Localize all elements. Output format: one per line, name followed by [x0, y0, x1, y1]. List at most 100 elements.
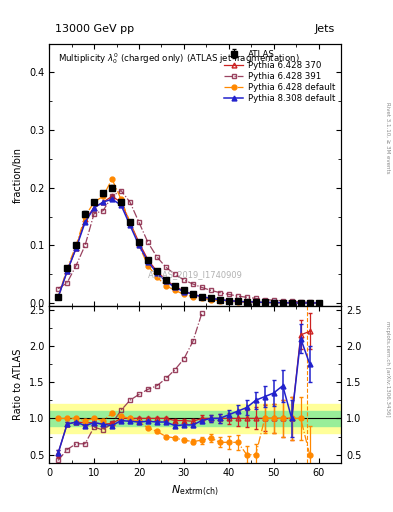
Pythia 6.428 default: [173, 287, 177, 293]
Pythia 8.308 default: [101, 199, 105, 205]
Pythia 6.428 370: [92, 205, 96, 211]
Pythia 6.428 370: [272, 300, 276, 306]
Pythia 6.428 391: [163, 264, 168, 270]
Bar: [53, 411, 62, 425]
Bar: [171, 404, 179, 433]
Pythia 8.308 default: [316, 300, 321, 306]
Bar: [62, 411, 72, 425]
Pythia 8.308 default: [226, 297, 231, 304]
Bar: [81, 404, 90, 433]
Pythia 6.428 default: [101, 193, 105, 199]
Bar: [296, 404, 305, 433]
Pythia 6.428 default: [217, 297, 222, 304]
Pythia 6.428 default: [289, 300, 294, 306]
Bar: [162, 404, 171, 433]
Bar: [269, 404, 278, 433]
Bar: [206, 411, 215, 425]
Pythia 8.308 default: [173, 284, 177, 290]
Line: Pythia 6.428 391: Pythia 6.428 391: [56, 188, 321, 305]
Bar: [197, 411, 206, 425]
Bar: [108, 404, 116, 433]
Pythia 6.428 391: [226, 291, 231, 297]
Pythia 6.428 default: [128, 219, 132, 225]
Pythia 6.428 default: [56, 294, 61, 301]
Pythia 8.308 default: [119, 202, 123, 208]
Pythia 6.428 370: [182, 288, 186, 294]
Pythia 6.428 370: [200, 293, 204, 300]
Pythia 8.308 default: [83, 219, 87, 225]
Pythia 6.428 370: [163, 277, 168, 283]
Pythia 8.308 default: [74, 245, 79, 251]
Pythia 6.428 370: [217, 296, 222, 303]
Text: 13000 GeV pp: 13000 GeV pp: [55, 25, 134, 34]
Text: Rivet 3.1.10, ≥ 3M events: Rivet 3.1.10, ≥ 3M events: [385, 102, 390, 174]
Pythia 8.308 default: [280, 300, 285, 306]
Pythia 6.428 370: [226, 297, 231, 304]
Pythia 6.428 default: [74, 242, 79, 248]
Pythia 6.428 391: [83, 242, 87, 248]
Pythia 6.428 370: [307, 300, 312, 306]
Bar: [99, 404, 108, 433]
Pythia 6.428 370: [263, 300, 267, 306]
Pythia 6.428 default: [200, 295, 204, 302]
Pythia 6.428 370: [145, 257, 150, 263]
Pythia 6.428 391: [316, 300, 321, 306]
Bar: [125, 411, 134, 425]
Pythia 6.428 default: [83, 214, 87, 220]
Pythia 6.428 391: [92, 210, 96, 217]
Pythia 6.428 391: [209, 287, 213, 293]
Pythia 8.308 default: [182, 288, 186, 294]
Pythia 6.428 391: [298, 299, 303, 305]
Pythia 6.428 370: [154, 268, 159, 274]
Pythia 6.428 391: [217, 290, 222, 296]
Pythia 6.428 370: [253, 300, 258, 306]
Pythia 8.308 default: [137, 242, 141, 248]
Pythia 6.428 default: [253, 300, 258, 306]
Bar: [215, 404, 224, 433]
Bar: [278, 411, 287, 425]
Bar: [287, 404, 296, 433]
Pythia 6.428 370: [289, 300, 294, 306]
Text: mcplots.cern.ch [arXiv:1306.3436]: mcplots.cern.ch [arXiv:1306.3436]: [385, 321, 390, 416]
Bar: [152, 411, 162, 425]
Pythia 6.428 391: [119, 187, 123, 194]
Pythia 6.428 391: [253, 295, 258, 302]
Bar: [72, 404, 81, 433]
Pythia 6.428 default: [92, 199, 96, 205]
Pythia 8.308 default: [65, 268, 70, 274]
Pythia 6.428 391: [200, 284, 204, 290]
Bar: [242, 404, 251, 433]
Pythia 8.308 default: [272, 300, 276, 306]
Pythia 6.428 391: [235, 293, 240, 299]
Pythia 6.428 370: [83, 217, 87, 223]
Pythia 8.308 default: [92, 205, 96, 211]
Pythia 8.308 default: [298, 300, 303, 306]
Pythia 6.428 default: [191, 293, 195, 300]
Pythia 6.428 default: [307, 300, 312, 306]
Text: Multiplicity $\lambda_0^0$ (charged only) (ATLAS jet fragmentation): Multiplicity $\lambda_0^0$ (charged only…: [58, 51, 299, 66]
Pythia 8.308 default: [200, 293, 204, 300]
Bar: [224, 404, 233, 433]
Pythia 6.428 default: [209, 296, 213, 303]
Y-axis label: Ratio to ATLAS: Ratio to ATLAS: [13, 349, 23, 420]
Pythia 6.428 391: [137, 219, 141, 225]
Pythia 8.308 default: [244, 299, 249, 305]
Bar: [296, 411, 305, 425]
Pythia 6.428 370: [110, 193, 114, 199]
Pythia 6.428 default: [154, 274, 159, 280]
Bar: [251, 404, 260, 433]
Bar: [125, 404, 134, 433]
Pythia 8.308 default: [56, 294, 61, 301]
Pythia 6.428 default: [235, 299, 240, 305]
Bar: [251, 411, 260, 425]
Pythia 6.428 default: [280, 300, 285, 306]
Bar: [116, 404, 125, 433]
Legend: ATLAS, Pythia 6.428 370, Pythia 6.428 391, Pythia 6.428 default, Pythia 8.308 de: ATLAS, Pythia 6.428 370, Pythia 6.428 39…: [223, 48, 337, 105]
Pythia 8.308 default: [263, 300, 267, 306]
Pythia 6.428 370: [119, 199, 123, 205]
Pythia 6.428 391: [110, 193, 114, 199]
Pythia 6.428 391: [280, 297, 285, 304]
Bar: [305, 404, 314, 433]
Pythia 6.428 391: [182, 277, 186, 283]
Line: Pythia 6.428 370: Pythia 6.428 370: [56, 194, 321, 306]
